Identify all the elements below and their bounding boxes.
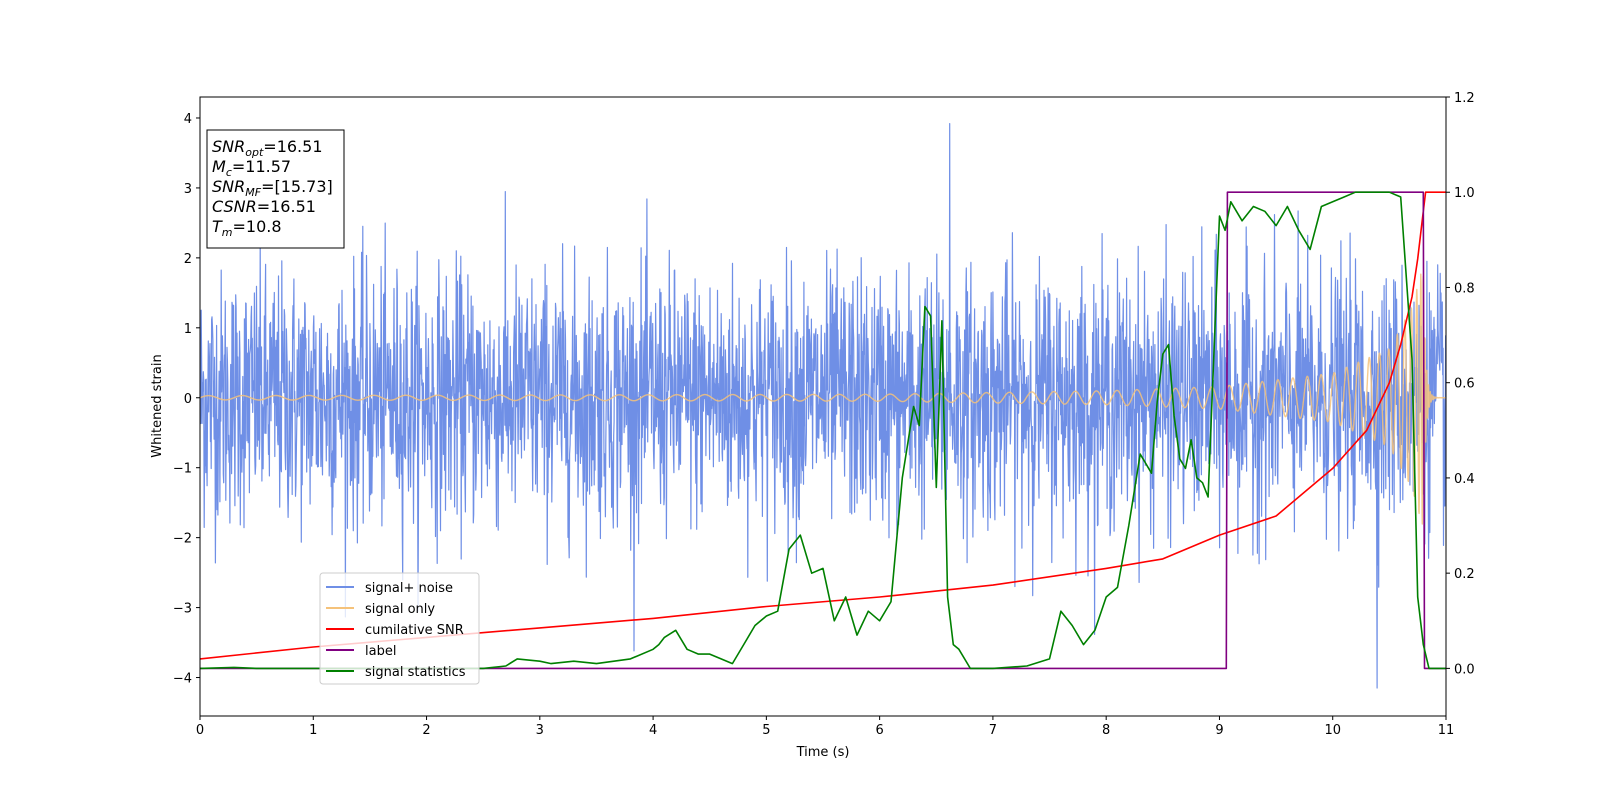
legend-label: cumilative SNR bbox=[365, 623, 464, 638]
info-subscript: MF bbox=[245, 186, 261, 199]
y2-tick-label: 0.0 bbox=[1454, 662, 1475, 677]
info-line: SNRopt=16.51 bbox=[212, 137, 323, 159]
series-line-2 bbox=[200, 191, 1446, 660]
info-symbol: SNR bbox=[212, 177, 245, 196]
series-line-1 bbox=[200, 273, 1446, 525]
info-line: Tm=10.8 bbox=[212, 217, 282, 239]
info-symbol: M bbox=[212, 157, 226, 176]
x-axis: 0 1 2 3 4 5 6 7 8 9 10 11 bbox=[196, 716, 1454, 738]
y2-tick-label: 0.2 bbox=[1454, 567, 1475, 582]
x-tick-label: 1 bbox=[309, 723, 317, 738]
info-line: CSNR=16.51 bbox=[212, 197, 316, 216]
x-tick-label: 6 bbox=[875, 723, 883, 738]
plot-frame bbox=[199, 96, 1447, 717]
info-box: SNRopt=16.51Mc=11.57SNRMF=[15.73]CSNR=16… bbox=[206, 129, 345, 249]
y-tick-label: −4 bbox=[173, 672, 192, 687]
info-symbol: CSNR bbox=[212, 197, 257, 216]
series-line-3 bbox=[200, 191, 1446, 670]
y-axis-label: Whitened strain bbox=[150, 354, 165, 457]
info-line: SNRMF=[15.73] bbox=[212, 177, 333, 199]
y-axis-right: 1.2 1.0 0.8 0.6 0.4 0.2 0.0 bbox=[1446, 91, 1475, 677]
y-tick-label: 2 bbox=[184, 252, 192, 267]
y-tick-label: −2 bbox=[173, 532, 192, 547]
legend-label: signal+ noise bbox=[365, 581, 453, 596]
y-tick-label: −1 bbox=[173, 462, 192, 477]
x-tick-label: 2 bbox=[422, 723, 430, 738]
x-tick-label: 5 bbox=[762, 723, 770, 738]
legend-label: label bbox=[365, 644, 396, 659]
x-tick-label: 8 bbox=[1102, 723, 1110, 738]
y2-tick-label: 1.0 bbox=[1454, 186, 1475, 201]
y2-tick-label: 0.8 bbox=[1454, 281, 1475, 296]
series-line-4 bbox=[200, 191, 1446, 670]
y-tick-label: 3 bbox=[184, 182, 192, 197]
x-axis-label: Time (s) bbox=[796, 745, 850, 760]
plot-area bbox=[200, 123, 1446, 689]
y-tick-label: 4 bbox=[184, 112, 192, 127]
series-layer bbox=[200, 123, 1446, 689]
info-subscript: m bbox=[222, 226, 233, 239]
x-tick-label: 9 bbox=[1215, 723, 1223, 738]
info-value: =16.51 bbox=[257, 197, 316, 216]
legend-label: signal statistics bbox=[365, 665, 466, 680]
info-value: =[15.73] bbox=[261, 177, 333, 196]
y2-tick-label: 1.2 bbox=[1454, 91, 1475, 106]
legend-frame bbox=[319, 572, 480, 685]
info-subscript: c bbox=[226, 166, 232, 179]
info-value: =11.57 bbox=[232, 157, 291, 176]
legend: signal+ noise signal only cumilative SNR la… bbox=[319, 572, 480, 685]
legend-label: signal only bbox=[365, 602, 435, 617]
x-tick-label: 4 bbox=[649, 723, 657, 738]
info-subscript: opt bbox=[245, 146, 264, 159]
y-tick-label: 1 bbox=[184, 322, 192, 337]
info-value: =16.51 bbox=[263, 137, 322, 156]
y2-tick-label: 0.6 bbox=[1454, 377, 1475, 392]
y-tick-label: 0 bbox=[184, 392, 192, 407]
x-tick-label: 3 bbox=[536, 723, 544, 738]
info-symbol: SNR bbox=[212, 137, 245, 156]
x-tick-label: 10 bbox=[1324, 723, 1341, 738]
info-box-frame bbox=[206, 129, 345, 249]
y2-tick-label: 0.4 bbox=[1454, 472, 1475, 487]
x-tick-label: 11 bbox=[1438, 723, 1455, 738]
y-tick-label: −3 bbox=[173, 602, 192, 617]
info-symbol: T bbox=[212, 217, 223, 236]
x-tick-label: 7 bbox=[989, 723, 997, 738]
y-axis-left: 4 3 2 1 0 −1 −2 −3 −4 bbox=[173, 112, 200, 687]
x-tick-label: 0 bbox=[196, 723, 204, 738]
series-line-0 bbox=[200, 123, 1446, 689]
info-line: Mc=11.57 bbox=[212, 157, 291, 179]
info-value: =10.8 bbox=[233, 217, 282, 236]
